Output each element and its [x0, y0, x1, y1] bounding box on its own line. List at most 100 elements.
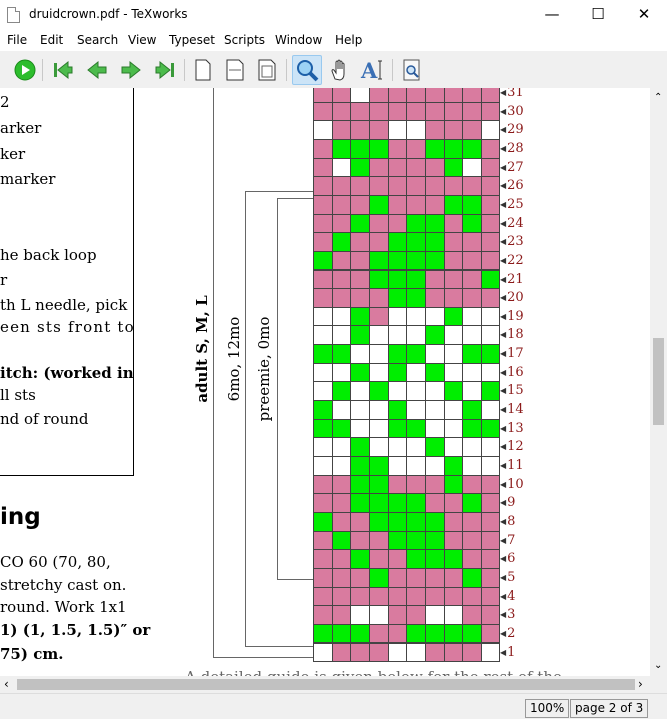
row-label: ◀19: [500, 307, 524, 326]
scroll-thumb[interactable]: [17, 679, 635, 690]
menu-edit[interactable]: Edit: [40, 33, 64, 47]
chart-cell: [368, 194, 389, 215]
chart-cell: [424, 213, 445, 234]
box-line: een sts front to: [0, 318, 135, 336]
page-indicator[interactable]: page 2 of 3: [570, 699, 649, 718]
menu-search[interactable]: Search: [77, 33, 119, 47]
chart-cell: [424, 623, 445, 644]
toolbar-separator: [392, 59, 393, 81]
box-line: ll sts: [0, 386, 36, 404]
box-line: arker: [0, 119, 42, 137]
box-line: ker: [0, 145, 26, 163]
minimize-icon[interactable]: —: [544, 5, 560, 23]
chart-cell: [350, 138, 370, 159]
row-label: ◀15: [500, 381, 524, 400]
menu-scripts[interactable]: Scripts: [224, 33, 266, 47]
menu-help[interactable]: Help: [335, 33, 363, 47]
scroll-right-icon[interactable]: ›: [638, 677, 643, 691]
size-bracket-6mo: [245, 191, 313, 647]
scroll-up-icon[interactable]: ⌃: [654, 92, 663, 103]
chart-cell: [387, 493, 408, 513]
row-number: 27: [507, 159, 524, 175]
maximize-icon[interactable]: ☐: [591, 5, 605, 23]
chart-cell: [424, 306, 445, 327]
chart-cell: [387, 400, 408, 420]
chart-cell: [462, 400, 482, 420]
row-label: ◀8: [500, 512, 515, 531]
chart-cell: [368, 101, 389, 122]
chart-cell: [350, 157, 370, 178]
magnify-tool-icon[interactable]: [292, 55, 322, 85]
chart-cell: [368, 120, 389, 140]
chart-cell: [350, 120, 370, 140]
chart-cell: [462, 456, 482, 476]
chart-cell: [368, 288, 389, 308]
chart-cell: [424, 642, 445, 663]
find-in-pdf-icon[interactable]: [399, 57, 425, 83]
chart-cell: [350, 101, 370, 122]
menu-window[interactable]: Window: [275, 33, 323, 47]
fit-window-icon[interactable]: [254, 57, 280, 83]
menu-typeset[interactable]: Typeset: [169, 33, 215, 47]
first-page-icon[interactable]: [50, 57, 76, 83]
text-select-icon[interactable]: A: [360, 57, 386, 83]
row-number: 10: [507, 476, 524, 492]
chart-cell: [443, 138, 464, 159]
row-arrow-icon: ◀: [500, 106, 507, 116]
box-line: itch: (worked in: [0, 364, 134, 382]
chart-cell: [313, 101, 333, 122]
typeset-run-icon[interactable]: [12, 57, 38, 83]
zoom-level[interactable]: 100%: [525, 699, 570, 718]
last-page-icon[interactable]: [152, 57, 178, 83]
previous-page-icon[interactable]: [84, 57, 110, 83]
fit-width-icon[interactable]: [222, 57, 248, 83]
row-label: ◀28: [500, 139, 524, 158]
chart-cell: [462, 120, 482, 140]
row-label: ◀14: [500, 400, 524, 419]
chart-cell: [406, 511, 426, 532]
chart-cell: [424, 88, 445, 103]
actual-size-icon[interactable]: [190, 57, 216, 83]
chart-cell: [387, 642, 408, 663]
chart-cell: [331, 325, 352, 346]
row-arrow-icon: ◀: [500, 162, 507, 172]
chart-cell: [424, 250, 445, 271]
scroll-down-icon[interactable]: ⌄: [654, 660, 663, 671]
chart-cell: [462, 288, 482, 308]
row-number: 22: [507, 252, 524, 268]
scroll-thumb[interactable]: [653, 338, 664, 425]
cutoff-text: A detailed guide is given below for the …: [185, 668, 562, 676]
chart-cell: [406, 530, 426, 551]
chart-cell: [443, 511, 464, 532]
row-label: ◀18: [500, 325, 524, 344]
row-label: ◀31: [500, 88, 524, 102]
close-icon[interactable]: ✕: [637, 5, 651, 23]
chart-cell: [424, 456, 445, 476]
pdf-viewport[interactable]: 2 arker ker marker he back loop r th L n…: [0, 88, 650, 676]
row-number: 7: [507, 532, 516, 548]
chart-cell: [480, 101, 501, 122]
chart-cell: [480, 623, 501, 644]
chart-cell: [313, 605, 333, 625]
scroll-hand-icon[interactable]: [327, 57, 353, 83]
menu-view[interactable]: View: [128, 33, 157, 47]
body-line: CO 60 (70, 80,: [0, 553, 111, 571]
chart-cell: [406, 418, 426, 439]
row-number: 14: [507, 402, 524, 418]
chart-cell: [387, 605, 408, 625]
vertical-scrollbar[interactable]: ⌃ ⌄: [650, 88, 667, 676]
row-arrow-icon: ◀: [500, 498, 507, 508]
chart-cell: [443, 400, 464, 420]
horizontal-scrollbar[interactable]: ‹ ›: [0, 676, 650, 693]
row-number: 6: [507, 551, 516, 567]
next-page-icon[interactable]: [118, 57, 144, 83]
row-arrow-icon: ◀: [500, 572, 507, 582]
chart-cell: [368, 269, 389, 290]
menu-file[interactable]: File: [7, 33, 28, 47]
chart-cell: [368, 642, 389, 663]
chart-cell: [480, 437, 501, 457]
chart-cell: [313, 418, 333, 439]
chart-cell: [387, 362, 408, 383]
scroll-left-icon[interactable]: ‹: [4, 677, 9, 691]
chart-cell: [424, 176, 445, 196]
